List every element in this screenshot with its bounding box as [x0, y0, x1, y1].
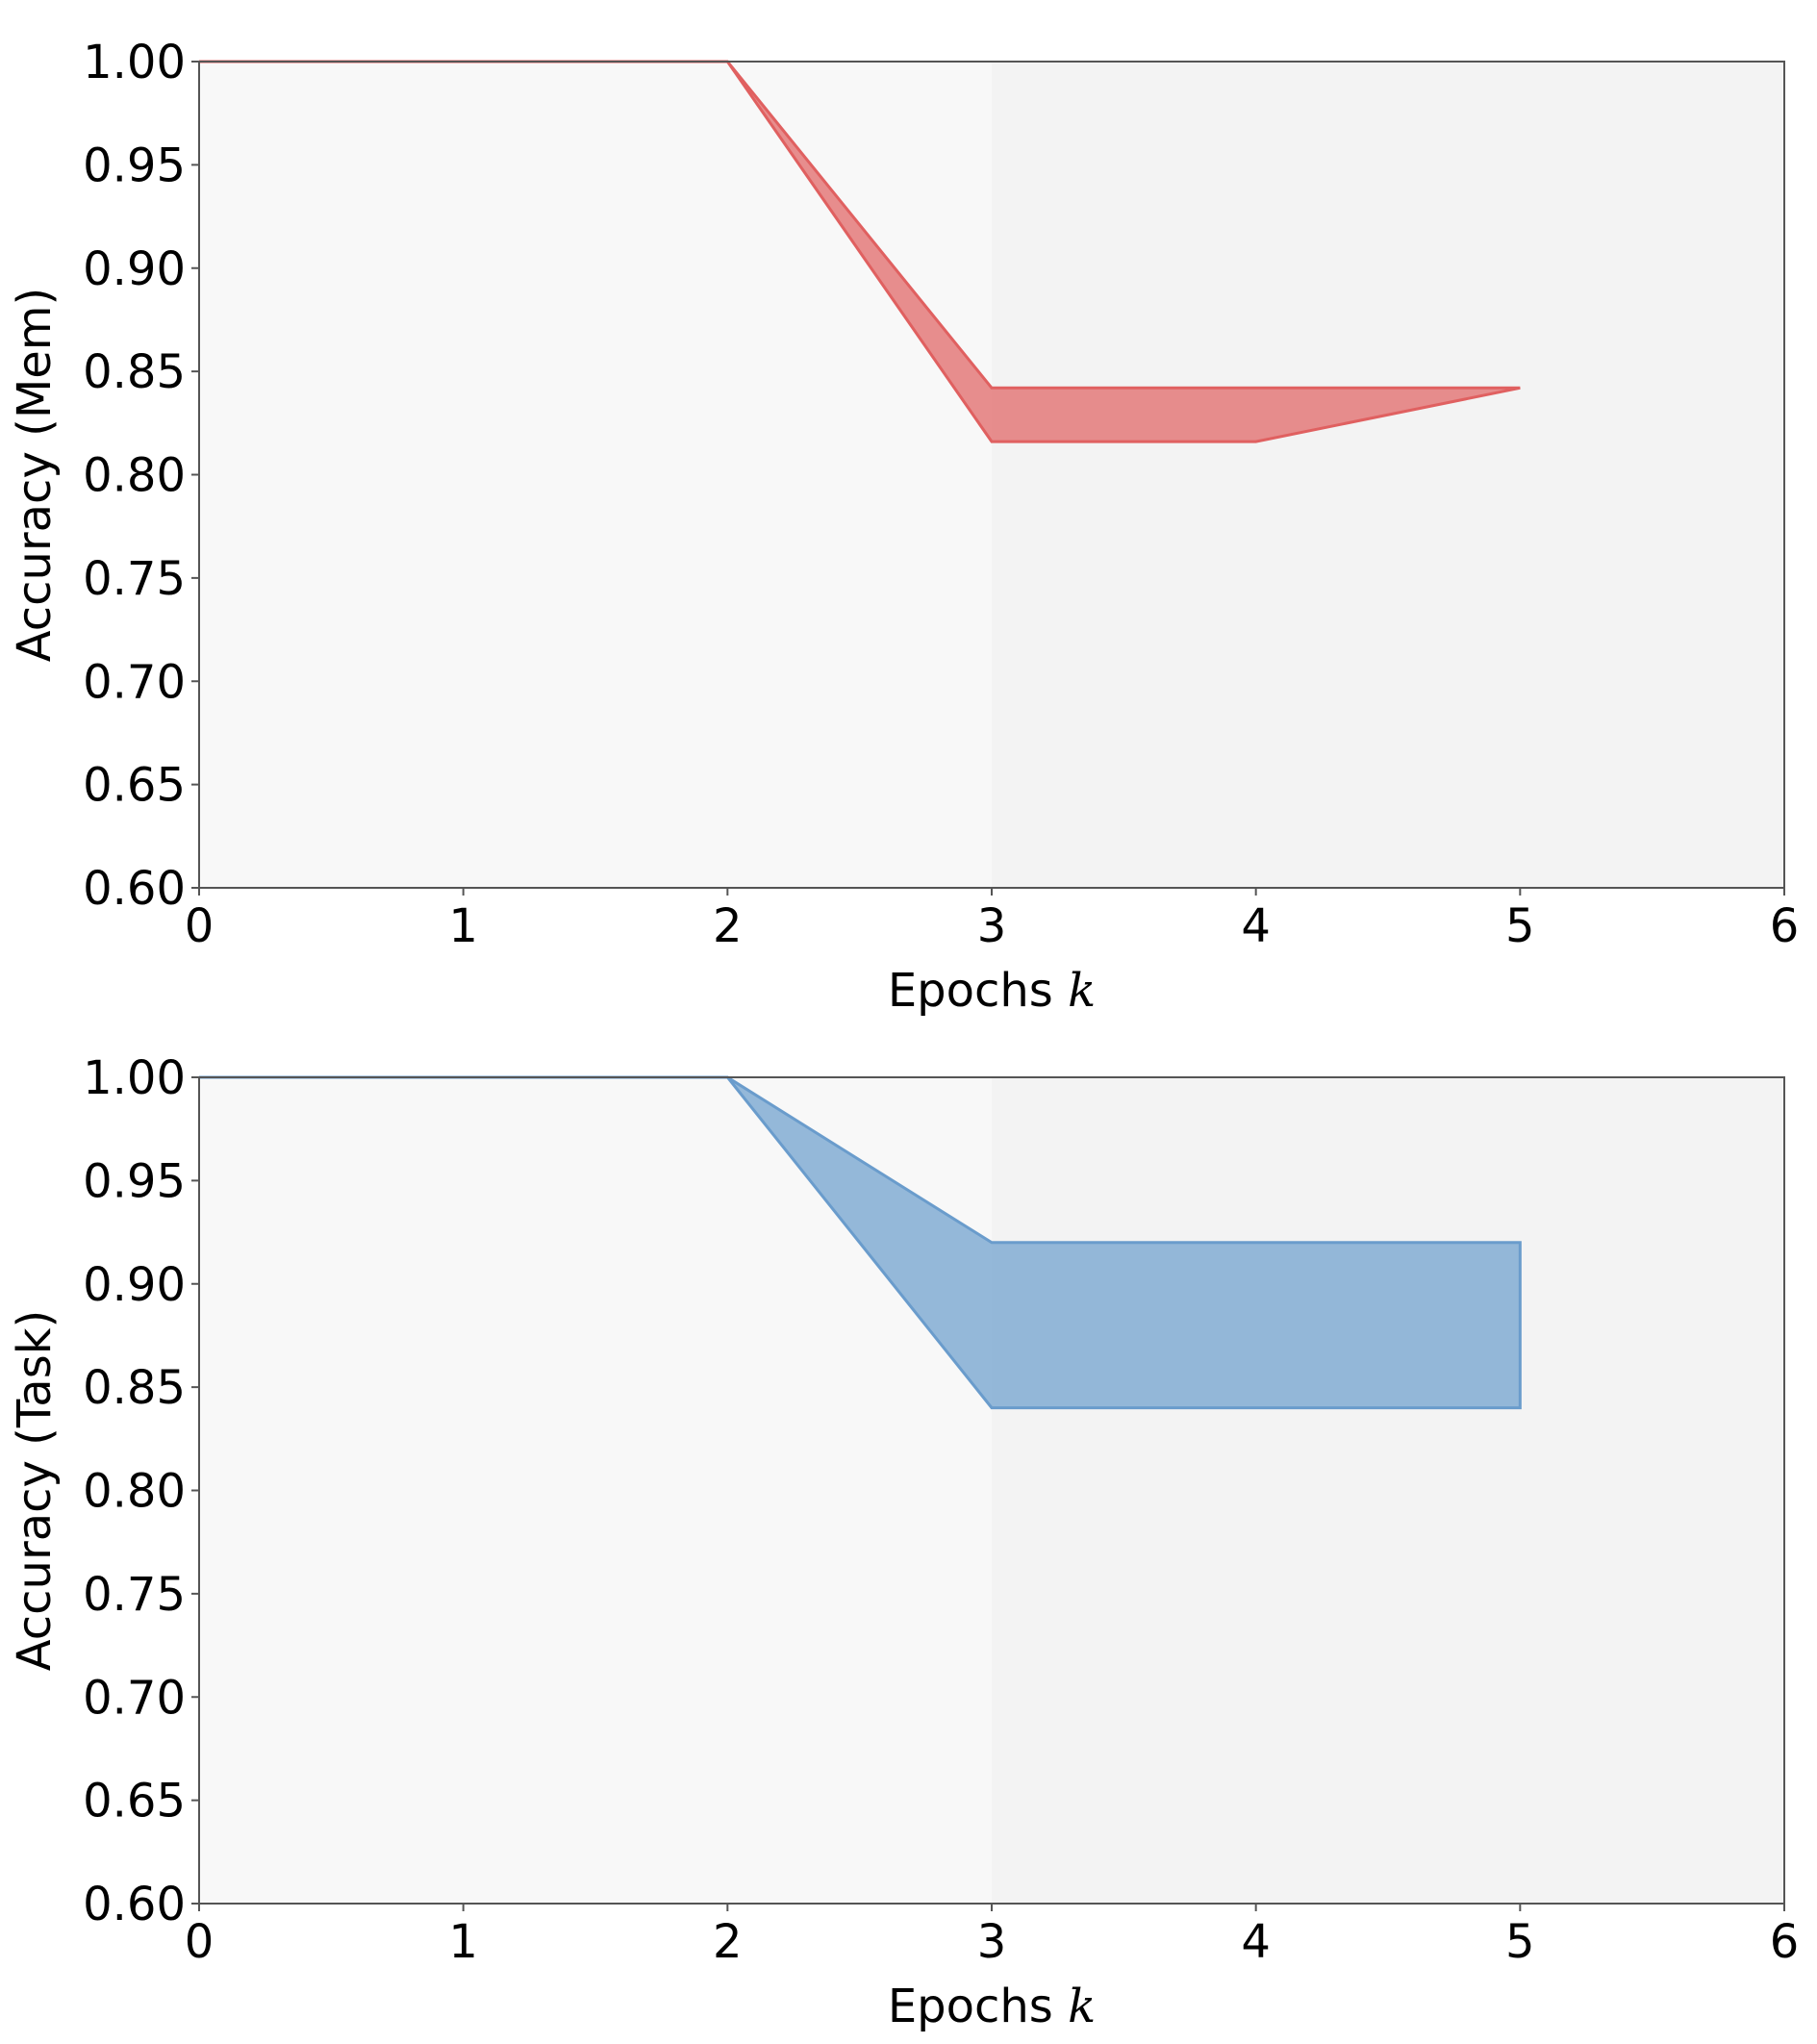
x-tick-label: 4 [1241, 1915, 1271, 1969]
y-tick-label: 0.60 [83, 1878, 186, 1931]
x-tick-label: 3 [977, 1915, 1007, 1969]
y-tick-label: 1.00 [83, 1051, 186, 1105]
y-tick-label: 0.85 [83, 345, 186, 399]
x-axis-label: Epochs k [888, 1980, 1096, 2033]
x-tick-label: 5 [1505, 899, 1535, 953]
y-axis-label: Accuracy (Mem) [8, 288, 62, 663]
x-tick-label: 2 [713, 1915, 743, 1969]
chart-panel-1: 0.60 0.65 0.70 0.75 0.80 0.85 0.90 0.95 1.00 0 1 2 3… [8, 36, 1799, 1018]
y-tick-label: 1.00 [83, 36, 186, 89]
x-tick-label: 0 [185, 899, 215, 953]
y-tick-label: 0.85 [83, 1361, 186, 1415]
x-axis-label: Epochs k [888, 964, 1096, 1018]
x-tick-label: 1 [448, 899, 478, 953]
y-tick-label: 0.80 [83, 1465, 186, 1519]
shaded-region [992, 1077, 1784, 1904]
y-tick-label: 0.70 [83, 1671, 186, 1725]
y-tick-label: 0.65 [83, 759, 186, 813]
x-tick-label: 6 [1770, 1915, 1800, 1969]
y-tick-label: 0.75 [83, 552, 186, 606]
y-tick-label: 0.75 [83, 1568, 186, 1622]
y-tick-label: 0.80 [83, 449, 186, 503]
y-tick-label: 0.65 [83, 1775, 186, 1829]
x-tick-label: 3 [977, 899, 1007, 953]
y-tick-label: 0.95 [83, 139, 186, 192]
y-tick-label: 0.95 [83, 1154, 186, 1208]
x-tick-label: 5 [1505, 1915, 1535, 1969]
x-tick-label: 1 [448, 1915, 478, 1969]
shaded-region [992, 62, 1784, 888]
y-axis-label: Accuracy (Task) [8, 1310, 62, 1671]
y-tick-label: 0.60 [83, 862, 186, 916]
x-tick-label: 4 [1241, 899, 1271, 953]
x-tick-label: 0 [185, 1915, 215, 1969]
y-tick-label: 0.90 [83, 1258, 186, 1312]
x-tick-label: 6 [1770, 899, 1800, 953]
x-tick-label: 2 [713, 899, 743, 953]
chart-panel-2: 0.60 0.65 0.70 0.75 0.80 0.85 0.90 0.95 1.00 0 1 2 3… [8, 1051, 1799, 2033]
y-tick-label: 0.90 [83, 242, 186, 296]
y-tick-label: 0.70 [83, 655, 186, 709]
